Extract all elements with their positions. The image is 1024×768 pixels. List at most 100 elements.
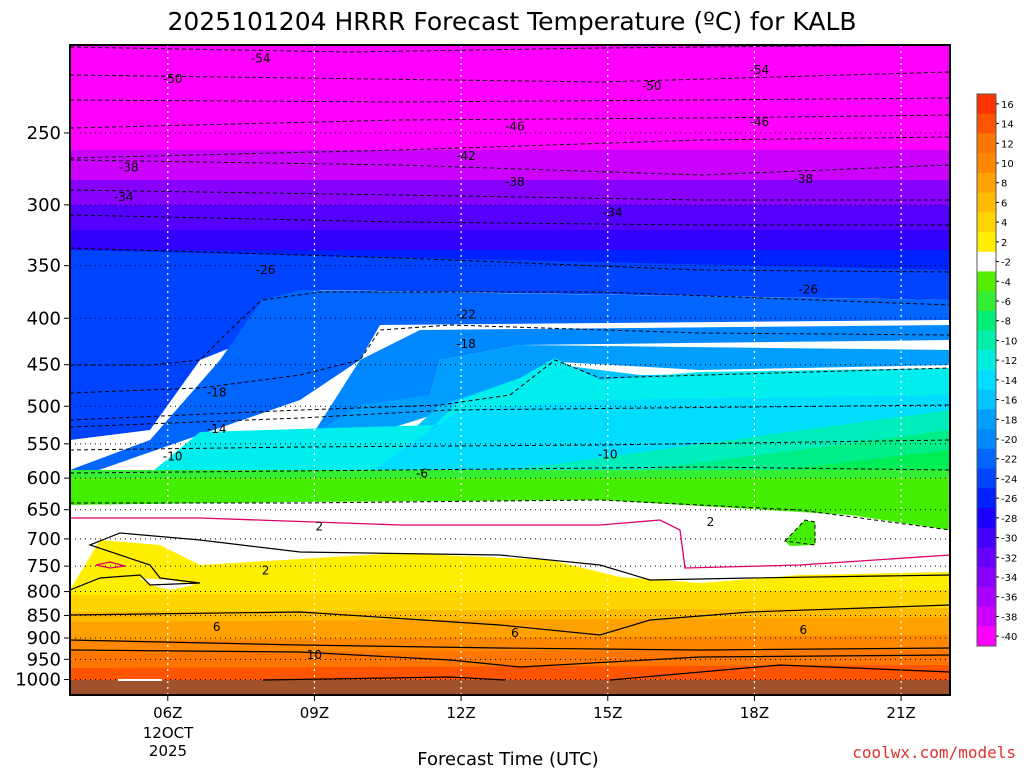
colorbar-label: 12 bbox=[1001, 139, 1014, 150]
x-axis-ticks: 06Z 09Z 12Z 15Z 18Z 21Z bbox=[153, 695, 916, 722]
y-tick-label: 400 bbox=[27, 308, 61, 329]
band-white bbox=[70, 500, 950, 570]
colorbar-swatch bbox=[977, 310, 996, 332]
contour-label: 6 bbox=[511, 626, 519, 640]
color-fill-layer bbox=[70, 45, 950, 695]
colorbar-label: -12 bbox=[1001, 356, 1017, 367]
colorbar-swatch bbox=[977, 527, 996, 548]
y-tick-label: 450 bbox=[27, 355, 61, 376]
contour-label: -46 bbox=[750, 115, 770, 129]
contour-line bbox=[70, 324, 950, 394]
y-tick-label: 850 bbox=[27, 605, 61, 626]
zero-degree-contour bbox=[70, 517, 950, 569]
y-tick-label: 250 bbox=[27, 123, 61, 144]
x-tick-label: 06Z bbox=[153, 704, 182, 722]
colorbar-label: -26 bbox=[1001, 494, 1017, 505]
credit-text: coolwx.com/models bbox=[852, 743, 1016, 762]
colorbar-label: -6 bbox=[1001, 297, 1011, 308]
colorbar-swatch bbox=[977, 113, 996, 134]
contour-label: -54 bbox=[251, 52, 271, 66]
y-tick-label: 500 bbox=[27, 396, 61, 417]
colorbar-swatch bbox=[977, 586, 996, 608]
contour-label: -38 bbox=[119, 161, 139, 175]
colorbar-swatch bbox=[977, 192, 996, 213]
contour-line bbox=[70, 639, 950, 651]
colorbar-label: -8 bbox=[1001, 317, 1011, 328]
contour-labels: -54 -54 -50 -50 -46 -46 -42 -38 -38 -38 -34 -34 -26 -… bbox=[114, 52, 818, 663]
contour-label: -18 bbox=[456, 337, 476, 351]
colorbar-swatch bbox=[977, 448, 996, 470]
contour-label: -10 bbox=[163, 450, 183, 464]
contour-label: -18 bbox=[207, 386, 227, 400]
colorbar-swatch bbox=[977, 133, 996, 154]
colorbar-swatch bbox=[977, 330, 996, 351]
contour-label: -34 bbox=[603, 206, 623, 220]
colorbar-swatch bbox=[977, 172, 996, 194]
contour-label: -6 bbox=[416, 467, 428, 481]
colorbar-label: 10 bbox=[1001, 159, 1014, 170]
colorbar-swatch bbox=[977, 389, 996, 410]
colorbar-label: -32 bbox=[1001, 553, 1017, 564]
band-green-2 bbox=[70, 470, 950, 480]
contour-label: -42 bbox=[456, 149, 476, 163]
contour-label: -10 bbox=[598, 447, 618, 461]
colorbar-label: -16 bbox=[1001, 396, 1017, 407]
contour-line bbox=[70, 499, 950, 531]
contour-line bbox=[783, 519, 816, 546]
y-tick-label: 650 bbox=[27, 500, 61, 521]
colorbar-label: 6 bbox=[1001, 198, 1007, 209]
date-label-year: 2025 bbox=[149, 742, 187, 760]
contour-line bbox=[70, 71, 950, 83]
colorbar-swatch bbox=[977, 567, 996, 588]
y-tick-label: 750 bbox=[27, 556, 61, 577]
contour-label: 6 bbox=[213, 620, 221, 634]
colorbar-label: -10 bbox=[1001, 336, 1017, 347]
contour-line bbox=[70, 359, 950, 421]
contour-line bbox=[70, 532, 950, 591]
x-axis-title: Forecast Time (UTC) bbox=[417, 749, 598, 768]
band-green-pocket bbox=[785, 520, 815, 546]
x-tick-label: 18Z bbox=[740, 704, 769, 722]
contour-label: -38 bbox=[505, 175, 525, 189]
x-tick-label: 12Z bbox=[446, 704, 475, 722]
colorbar-frame bbox=[976, 93, 997, 647]
colorbar-label: 2 bbox=[1001, 238, 1007, 249]
colorbar-label: -18 bbox=[1001, 415, 1017, 426]
colorbar-label: -24 bbox=[1001, 474, 1017, 485]
contour-label: -14 bbox=[207, 422, 227, 436]
colorbar-swatch bbox=[977, 409, 996, 430]
colorbar-label: 16 bbox=[1001, 100, 1014, 111]
zero-degree-contour bbox=[95, 561, 126, 569]
plot-area: -54 -54 -50 -50 -46 -46 -42 -38 -38 -38 -34 -34 -26 -… bbox=[70, 45, 950, 695]
contour-line bbox=[70, 649, 950, 668]
x-tick-label: 21Z bbox=[886, 704, 915, 722]
colorbar-swatch bbox=[977, 251, 996, 272]
colorbar-swatch bbox=[977, 468, 996, 489]
colorbar-label: -20 bbox=[1001, 435, 1017, 446]
colorbar-swatch bbox=[977, 153, 996, 174]
colorbar-swatch bbox=[977, 212, 996, 233]
contour-label: -54 bbox=[750, 63, 770, 77]
y-tick-label: 600 bbox=[27, 468, 61, 489]
contour-label: -38 bbox=[794, 172, 814, 186]
y-tick-label: 950 bbox=[27, 649, 61, 670]
contour-line bbox=[262, 664, 950, 681]
x-tick-label: 09Z bbox=[300, 704, 329, 722]
colorbar-swatch bbox=[977, 232, 996, 253]
colorbar-label: -40 bbox=[1001, 632, 1017, 643]
contour-label: 6 bbox=[800, 623, 808, 637]
colorbar-swatch bbox=[977, 606, 996, 627]
colorbar-label: 14 bbox=[1001, 120, 1014, 131]
y-tick-label: 550 bbox=[27, 434, 61, 455]
time-gridlines bbox=[167, 45, 902, 695]
contour-line bbox=[70, 439, 950, 451]
colorbar-swatch bbox=[977, 626, 996, 647]
contour-label: -50 bbox=[642, 79, 662, 93]
y-tick-label: 1000 bbox=[15, 670, 61, 691]
y-tick-label: 800 bbox=[27, 582, 61, 603]
colorbar-label: -34 bbox=[1001, 573, 1017, 584]
colorbar-swatch bbox=[977, 350, 996, 371]
y-tick-label: 700 bbox=[27, 529, 61, 550]
colorbar-swatch bbox=[977, 488, 996, 509]
